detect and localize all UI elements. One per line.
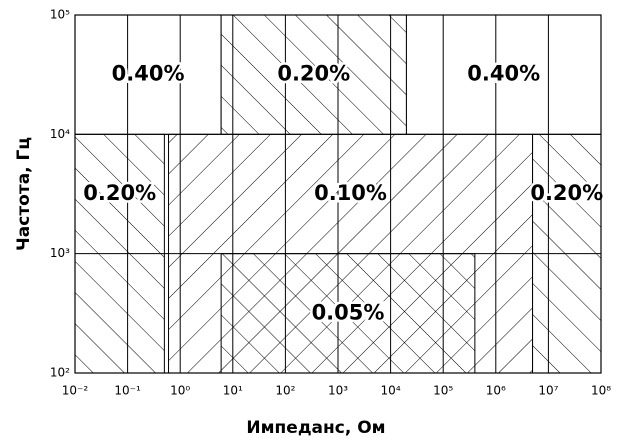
- x-tick-label: 10⁻²: [62, 384, 89, 398]
- x-tick-label: 10⁴: [381, 384, 401, 398]
- y-tick-label: 10³: [50, 246, 70, 260]
- y-axis-title: Частота, Гц: [14, 137, 34, 251]
- region-label: 0.20%: [530, 181, 603, 205]
- x-tick-label: 10¹: [223, 384, 243, 398]
- plot-frame: [74, 14, 602, 374]
- x-tick-label: 10⁻¹: [114, 384, 141, 398]
- y-tick-label: 10²: [50, 366, 70, 380]
- region-label: 0.20%: [83, 181, 156, 205]
- x-axis-title: Импеданс, Ом: [246, 418, 385, 438]
- x-tick-label: 10²: [275, 384, 295, 398]
- region-label: 0.40%: [467, 62, 540, 86]
- y-tick-label: 10⁵: [50, 8, 70, 22]
- x-tick-label: 10⁵: [433, 384, 453, 398]
- region-label: 0.40%: [112, 62, 185, 86]
- x-tick-label: 10³: [328, 384, 348, 398]
- region-label: 0.05%: [312, 300, 385, 324]
- x-tick-label: 10⁸: [591, 384, 611, 398]
- region: [220, 14, 407, 135]
- region: [220, 253, 476, 374]
- x-tick-label: 10⁷: [538, 384, 558, 398]
- region-label: 0.10%: [314, 181, 387, 205]
- region: [74, 14, 222, 135]
- region-label: 0.20%: [277, 62, 350, 86]
- x-tick-label: 10⁰: [170, 384, 190, 398]
- y-tick-label: 10⁴: [50, 127, 70, 141]
- x-tick-label: 10⁶: [486, 384, 506, 398]
